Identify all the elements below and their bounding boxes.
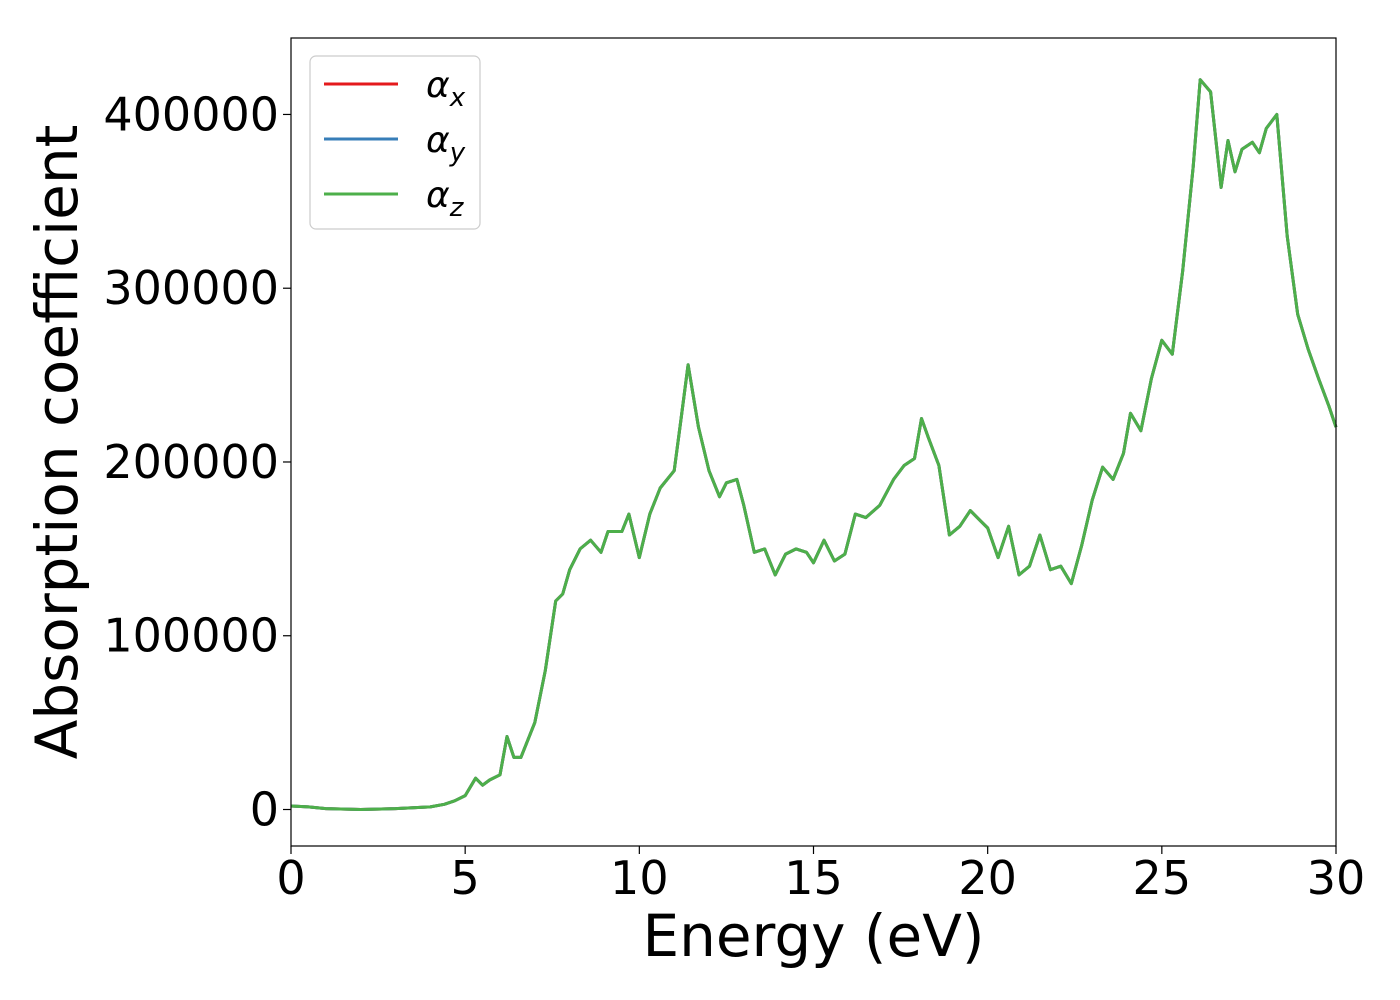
y-axis-ticks: 0 100000 200000 300000 400000 (103, 87, 291, 837)
legend-box (309, 55, 481, 230)
y-tick-label: 400000 (103, 87, 279, 141)
x-tick-label: 5 (451, 851, 480, 905)
legend-label-z: αz (426, 175, 465, 223)
y-tick-label: 300000 (103, 261, 279, 315)
legend-label-x: αx (426, 65, 466, 113)
series-layer (290, 78, 1338, 811)
x-tick-label: 30 (1307, 851, 1366, 905)
x-tick-label: 15 (784, 851, 843, 905)
x-tick-label: 10 (610, 851, 669, 905)
legend-label-y: αy (426, 120, 466, 168)
x-tick-label: 0 (276, 851, 305, 905)
y-tick-label: 100000 (103, 609, 279, 663)
x-tick-label: 25 (1133, 851, 1192, 905)
y-tick-label: 200000 (103, 435, 279, 489)
y-axis-title: Absorption coefficient (23, 125, 91, 760)
y-tick-label: 0 (250, 783, 279, 837)
legend: αx αy αz (309, 55, 481, 230)
x-tick-label: 20 (958, 851, 1017, 905)
series-line-3 (290, 78, 1338, 811)
x-axis-title: Energy (eV) (642, 902, 984, 970)
x-axis-ticks: 0 5 10 15 20 25 30 (276, 846, 1365, 905)
